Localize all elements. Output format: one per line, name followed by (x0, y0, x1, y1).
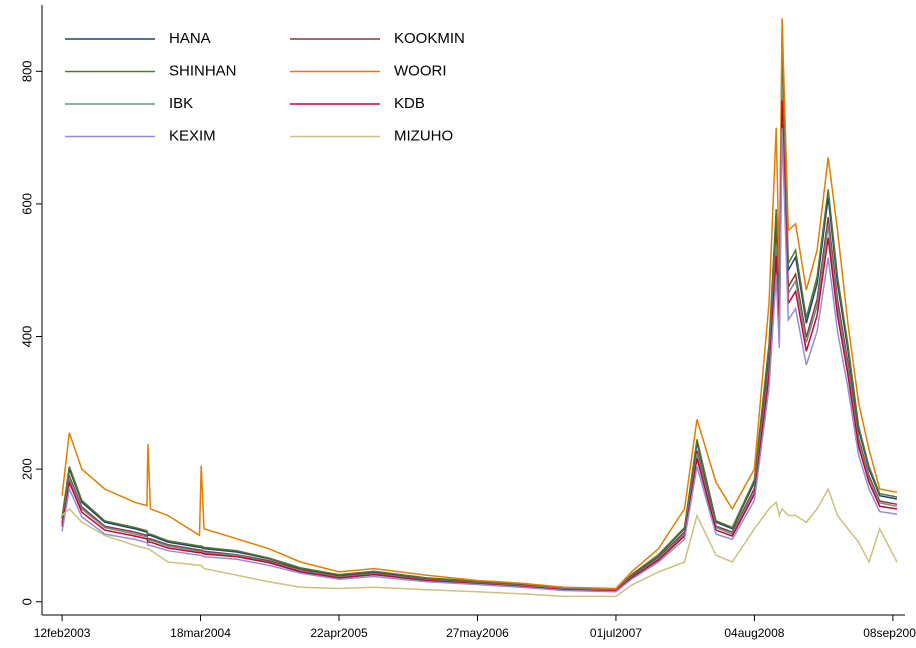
x-tick-label: 08sep2009 (863, 626, 916, 640)
series-line (61, 100, 898, 592)
legend-label: KOOKMIN (394, 30, 465, 47)
y-tick-label: 600 (19, 193, 34, 215)
y-tick-label: 800 (19, 60, 34, 82)
legend-label: SHINHAN (169, 62, 237, 79)
series-line (61, 128, 898, 593)
x-tick-label: 18mar2004 (170, 626, 231, 640)
legend-label: MIZUHO (394, 127, 453, 144)
legend-label: WOORI (394, 62, 447, 79)
series-line (61, 33, 898, 591)
y-tick-label: 400 (19, 326, 34, 348)
series-line (61, 18, 898, 590)
legend-label: IBK (169, 95, 193, 112)
series-line (61, 487, 898, 598)
x-tick-label: 27may2006 (446, 626, 509, 640)
x-tick-label: 22apr2005 (310, 626, 368, 640)
x-tick-label: 04aug2008 (724, 626, 784, 640)
x-tick-label: 12feb2003 (34, 626, 91, 640)
legend-label: HANA (169, 30, 211, 47)
legend-label: KDB (394, 95, 425, 112)
y-tick-label: 200 (19, 458, 34, 480)
x-tick-label: 01jul2007 (590, 626, 642, 640)
y-tick-label: 0 (19, 598, 34, 605)
legend-label: KEXIM (169, 127, 216, 144)
